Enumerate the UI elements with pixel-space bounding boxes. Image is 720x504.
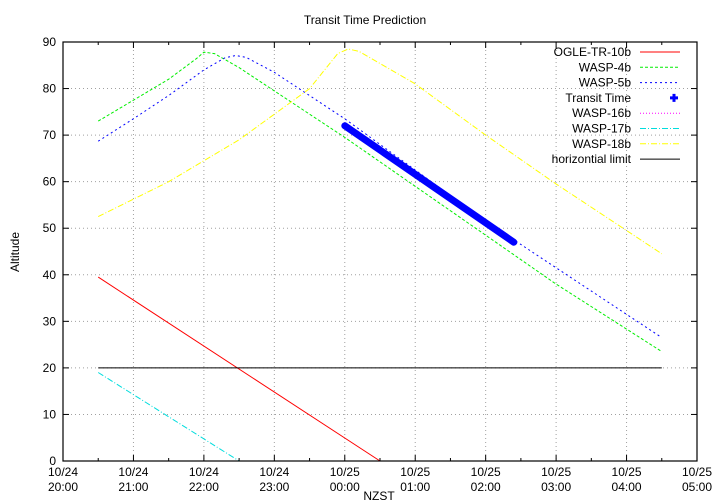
legend-label: OGLE-TR-10b xyxy=(554,45,632,59)
y-tick-label: 20 xyxy=(43,361,57,375)
y-tick-label: 50 xyxy=(43,221,57,235)
x-tick-label: 10/24 21:00 xyxy=(118,465,148,494)
y-tick-label: 0 xyxy=(49,454,56,468)
y-tick-label: 30 xyxy=(43,314,57,328)
legend-label: Transit Time xyxy=(565,91,631,105)
x-tick-label: 10/25 05:00 xyxy=(682,465,712,494)
series-wasp-4b xyxy=(97,51,663,353)
y-tick-label: 80 xyxy=(43,82,57,96)
x-tick-label: 10/25 00:00 xyxy=(330,465,360,494)
x-tick-label: 10/25 04:00 xyxy=(612,465,642,494)
series-wasp-17b xyxy=(97,372,240,462)
x-tick-label: 10/25 02:00 xyxy=(471,465,501,494)
y-tick-label: 70 xyxy=(43,128,57,142)
legend-label: WASP-4b xyxy=(579,60,632,74)
legend-label: WASP-5b xyxy=(579,76,632,90)
y-tick-label: 90 xyxy=(43,35,57,49)
legend-label: WASP-16b xyxy=(572,106,631,120)
y-tick-label: 10 xyxy=(43,407,57,421)
x-tick-label: 10/24 23:00 xyxy=(259,465,289,494)
y-tick-label: 40 xyxy=(43,268,57,282)
series-ogle-tr-10b xyxy=(97,276,381,462)
series-wasp-18b xyxy=(97,48,663,255)
x-tick-label: 10/24 22:00 xyxy=(189,465,219,494)
y-axis-label: Altitude xyxy=(8,232,22,272)
y-tick-label: 60 xyxy=(43,175,57,189)
legend-label: WASP-18b xyxy=(572,137,631,151)
series-transit-time xyxy=(341,122,518,246)
x-tick-label: 10/24 20:00 xyxy=(48,465,78,494)
x-tick-label: 10/25 01:00 xyxy=(400,465,430,494)
chart-title: Transit Time Prediction xyxy=(304,13,426,27)
x-axis-label: NZST xyxy=(363,489,395,503)
legend-label: horizontial limit xyxy=(552,152,632,166)
axis-ticks: 10/24 20:00 10/24 21:00 10/24 22:00 10/24 23:00… xyxy=(43,35,713,494)
x-tick-label: 10/25 03:00 xyxy=(541,465,571,494)
legend-label: WASP-17b xyxy=(572,122,631,136)
plot-series xyxy=(97,48,663,462)
